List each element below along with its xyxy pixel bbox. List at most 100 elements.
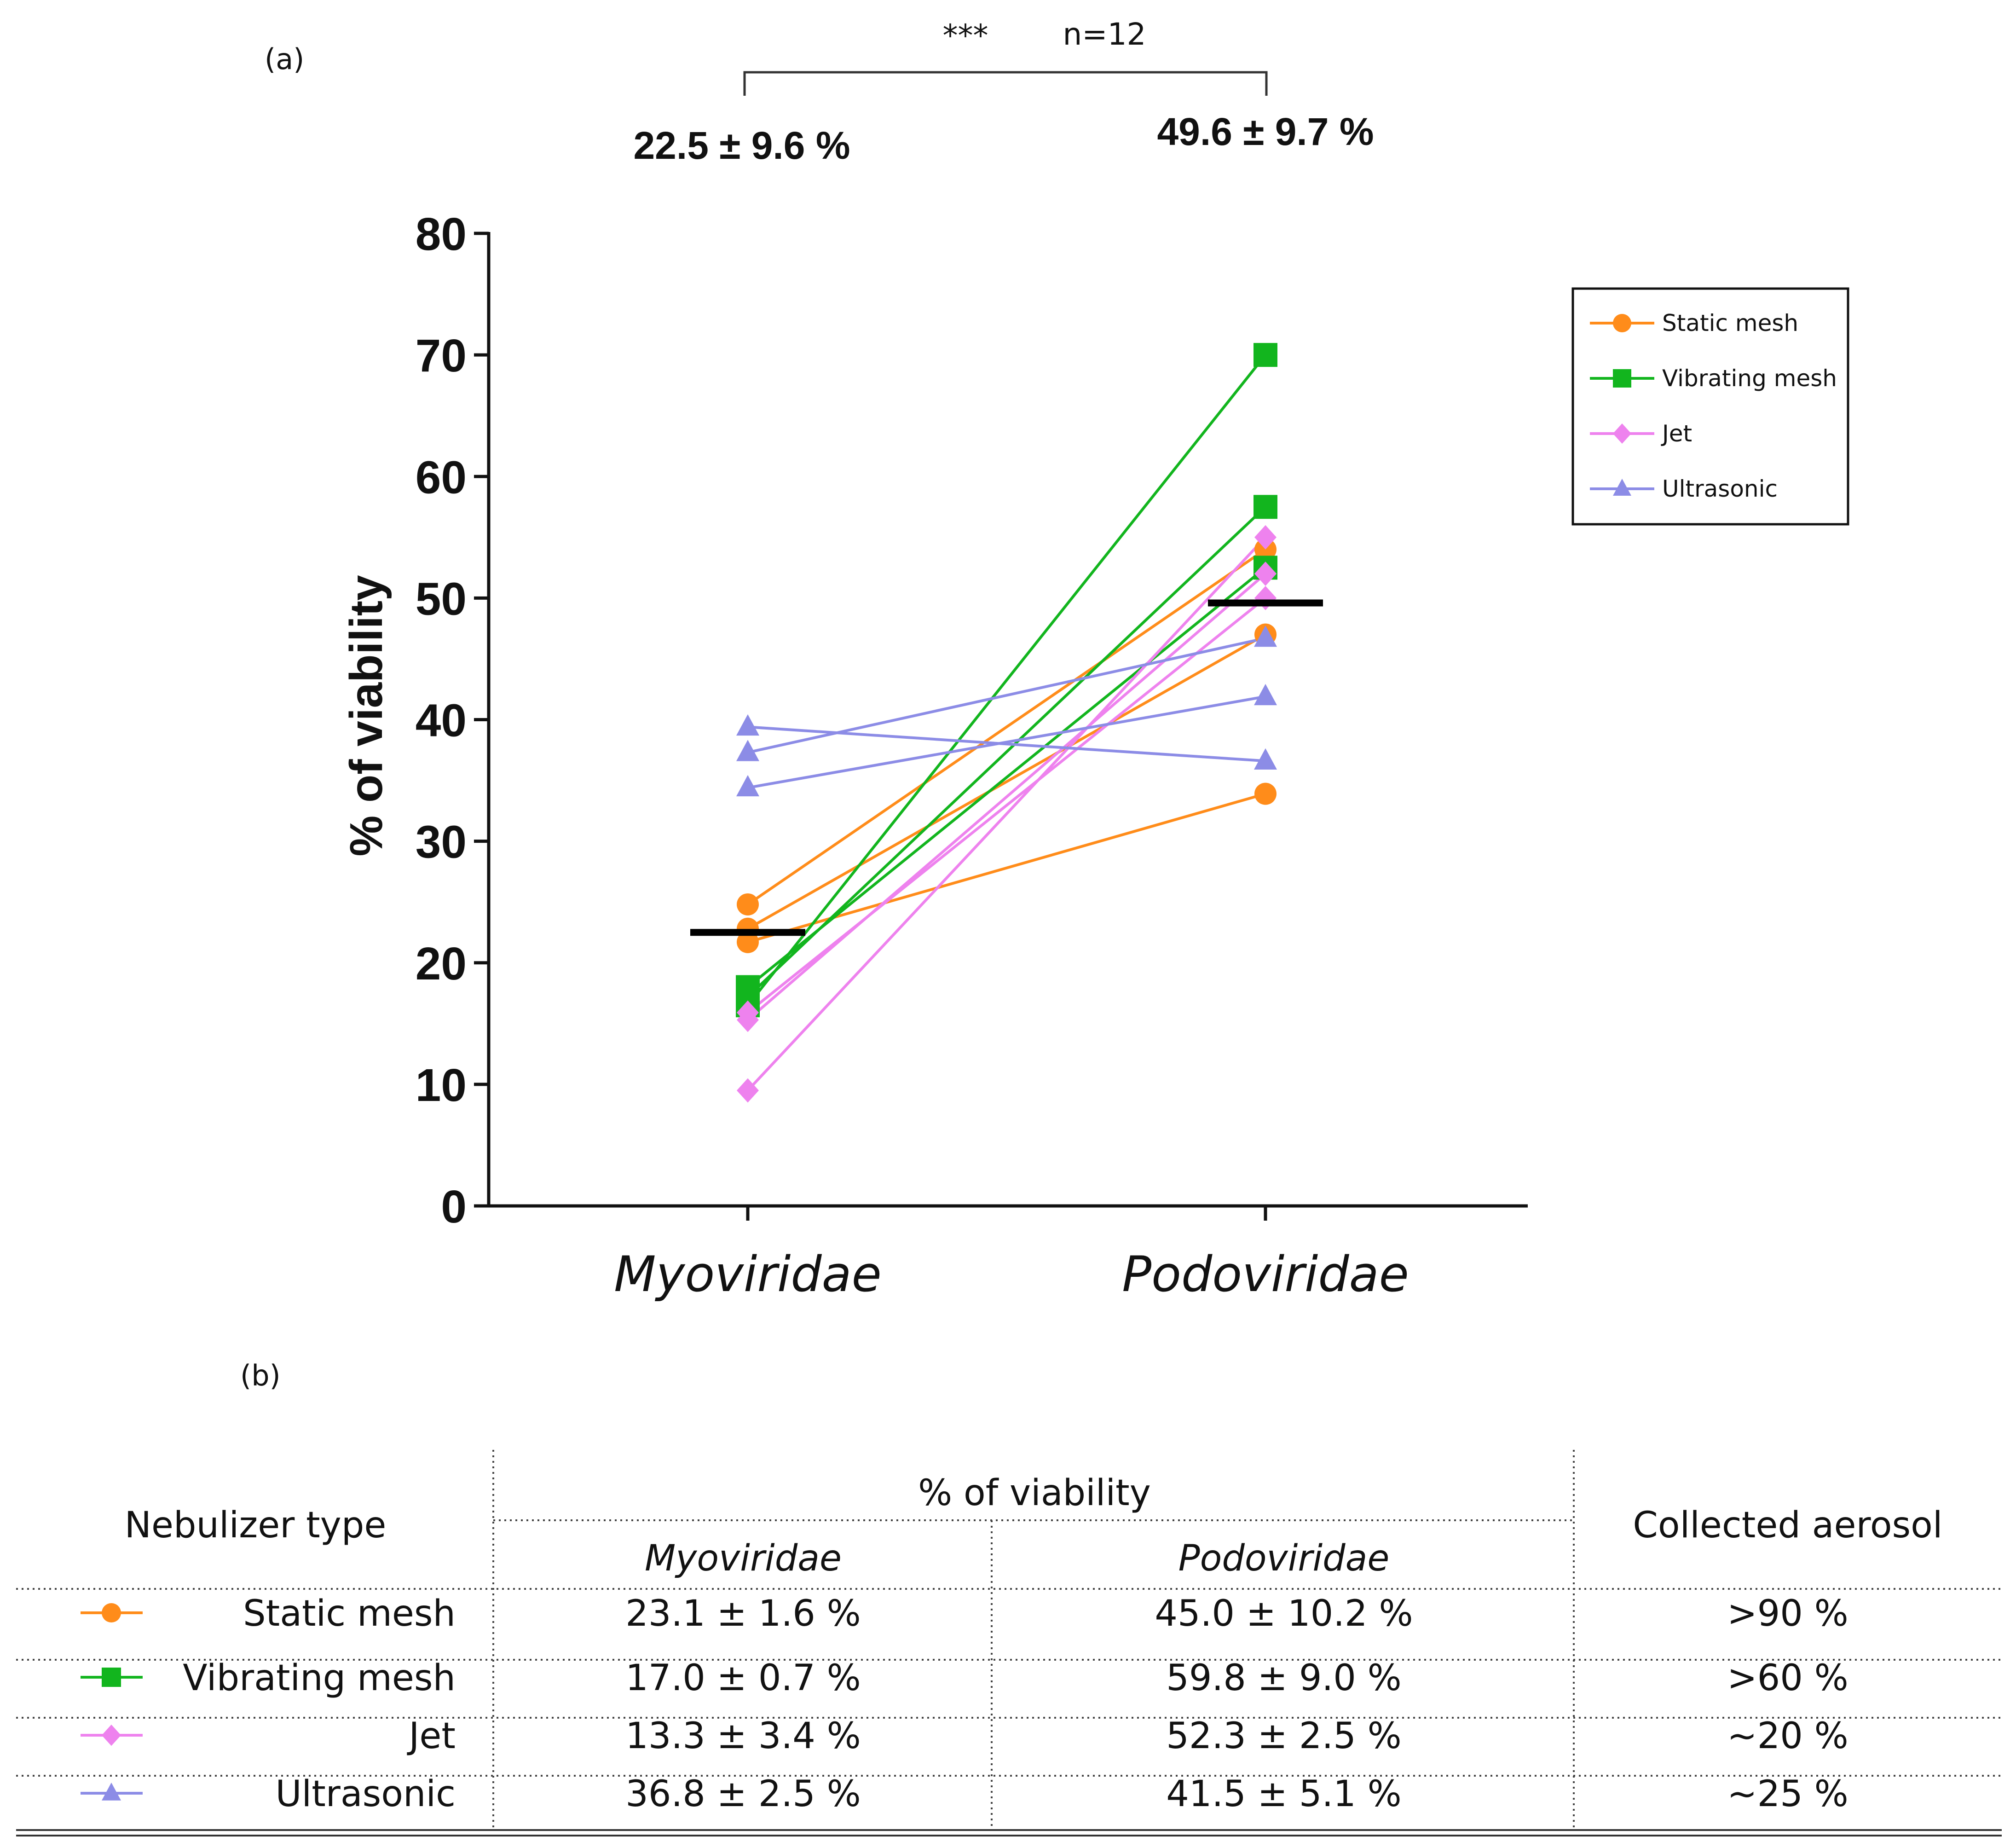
- pair-line: [747, 725, 1266, 763]
- legend-label: Ultrasonic: [1662, 475, 1778, 502]
- legend-label: Vibrating mesh: [1662, 365, 1837, 392]
- y-tick-label: 40: [416, 695, 467, 747]
- x-category-label: Podoviridae: [1122, 1246, 1409, 1303]
- legend-item: Ultrasonic: [1590, 475, 1778, 502]
- data-point: [1254, 626, 1277, 647]
- data-markers: [736, 343, 1277, 1103]
- x-category-label: Myoviridae: [614, 1246, 882, 1303]
- y-tick-label: 10: [416, 1060, 467, 1111]
- pair-line: [747, 548, 1266, 906]
- row-legend-marker: [102, 1782, 121, 1801]
- mean-bars: [690, 599, 1323, 936]
- row-legend-marker: [102, 1724, 121, 1746]
- pair-line: [746, 536, 1267, 1092]
- legend-label: Static mesh: [1662, 310, 1798, 336]
- significance-bracket: [743, 71, 1268, 96]
- pair-line: [746, 354, 1267, 1007]
- cell-nebulizer: Ultrasonic: [275, 1773, 456, 1815]
- data-point: [1254, 684, 1277, 706]
- data-point: [737, 893, 759, 915]
- n-label: n=12: [1063, 17, 1146, 52]
- y-tick-label: 80: [416, 209, 467, 260]
- header-myoviridae: Myoviridae: [645, 1538, 842, 1579]
- viability-chart: 0 10 20 30 40 50 60 70 80 % of viability Myoviri…: [341, 209, 1528, 1303]
- header-collected-aerosol: Collected aerosol: [1633, 1505, 1942, 1546]
- pair-line: [746, 506, 1267, 998]
- pair-line: [747, 637, 1266, 754]
- legend: Static mesh Vibrating mesh Jet Ultrasonic: [1571, 287, 1849, 526]
- legend-marker: [1613, 479, 1631, 496]
- pair-line: [747, 792, 1266, 944]
- data-point: [736, 775, 759, 797]
- pair-line: [747, 633, 1266, 930]
- data-point: [737, 931, 759, 953]
- y-axis-label: % of viability: [341, 575, 392, 857]
- legend-label: Jet: [1661, 420, 1692, 447]
- data-point: [737, 1078, 759, 1103]
- data-point: [736, 714, 759, 736]
- x-axis-categories: Myoviridae Podoviridae: [614, 1206, 1409, 1303]
- table-row: Ultrasonic 36.8 ± 2.5 % 41.5 ± 5.1 % ~25 %: [81, 1773, 1848, 1815]
- cell-collected: ~20 %: [1727, 1715, 1848, 1757]
- y-tick-label: 30: [416, 817, 467, 868]
- table-row: Vibrating mesh 17.0 ± 0.7 % 59.8 ± 9.0 % >6…: [81, 1657, 1848, 1699]
- data-point: [737, 1000, 759, 1025]
- cell-myoviridae: 13.3 ± 3.4 %: [625, 1715, 861, 1757]
- data-point: [1254, 525, 1277, 550]
- cell-podoviridae: 45.0 ± 10.2 %: [1155, 1593, 1413, 1634]
- cell-podoviridae: 52.3 ± 2.5 %: [1166, 1715, 1402, 1757]
- summary-myoviridae: 22.5 ± 9.6 %: [633, 124, 850, 167]
- header-viability: % of viability: [918, 1472, 1151, 1514]
- cell-myoviridae: 17.0 ± 0.7 %: [625, 1657, 861, 1699]
- significance-stars: ***: [943, 18, 988, 53]
- y-tick-label: 70: [416, 330, 467, 382]
- data-point: [1254, 748, 1277, 770]
- panel-b-label: (b): [240, 1359, 281, 1392]
- header-nebulizer-type: Nebulizer type: [125, 1505, 387, 1546]
- data-point: [1254, 538, 1277, 561]
- data-point: [1254, 562, 1277, 586]
- header-podoviridae: Podoviridae: [1178, 1538, 1390, 1579]
- pair-line: [747, 695, 1266, 789]
- y-tick-label: 0: [441, 1181, 467, 1233]
- row-legend-marker: [102, 1668, 121, 1687]
- table-rows: Static mesh 23.1 ± 1.6 % 45.0 ± 10.2 % >90 …: [81, 1593, 1848, 1815]
- cell-collected: >90 %: [1727, 1593, 1848, 1634]
- cell-podoviridae: 41.5 ± 5.1 %: [1166, 1773, 1402, 1815]
- cell-myoviridae: 36.8 ± 2.5 %: [625, 1773, 861, 1815]
- y-axis-ticks: 0 10 20 30 40 50 60 70 80: [416, 209, 489, 1233]
- legend-marker: [1613, 314, 1631, 332]
- cell-podoviridae: 59.8 ± 9.0 %: [1166, 1657, 1402, 1699]
- cell-collected: ~25 %: [1727, 1773, 1848, 1815]
- paired-lines: [746, 354, 1267, 1092]
- legend-item: Jet: [1590, 420, 1692, 447]
- panel-a-label: (a): [265, 42, 304, 76]
- data-point: [736, 975, 760, 999]
- data-point: [1254, 585, 1277, 610]
- data-point: [1254, 343, 1277, 367]
- pair-line: [747, 573, 1266, 1021]
- table-row: Static mesh 23.1 ± 1.6 % 45.0 ± 10.2 % >90 …: [81, 1593, 1848, 1634]
- cell-nebulizer: Static mesh: [243, 1593, 456, 1634]
- pair-line: [747, 567, 1266, 988]
- legend-marker: [1613, 369, 1631, 388]
- row-legend-marker: [102, 1603, 121, 1622]
- legend-item: Static mesh: [1590, 310, 1798, 336]
- data-point: [1254, 495, 1277, 519]
- cell-nebulizer: Vibrating mesh: [183, 1657, 456, 1699]
- y-tick-label: 60: [416, 452, 467, 503]
- summary-table: Nebulizer type % of viability Myoviridae…: [16, 1450, 2002, 1836]
- legend-marker: [1613, 423, 1631, 444]
- cell-myoviridae: 23.1 ± 1.6 %: [625, 1593, 861, 1634]
- pair-line: [747, 597, 1266, 1014]
- cell-collected: >60 %: [1727, 1657, 1848, 1699]
- legend-item: Vibrating mesh: [1590, 365, 1837, 392]
- summary-podoviridae: 49.6 ± 9.7 %: [1157, 110, 1374, 153]
- data-point: [736, 740, 759, 761]
- y-tick-label: 20: [416, 938, 467, 990]
- y-tick-label: 50: [416, 573, 467, 625]
- data-point: [1254, 782, 1277, 805]
- table-row: Jet 13.3 ± 3.4 % 52.3 ± 2.5 % ~20 %: [81, 1715, 1848, 1757]
- cell-nebulizer: Jet: [406, 1715, 456, 1757]
